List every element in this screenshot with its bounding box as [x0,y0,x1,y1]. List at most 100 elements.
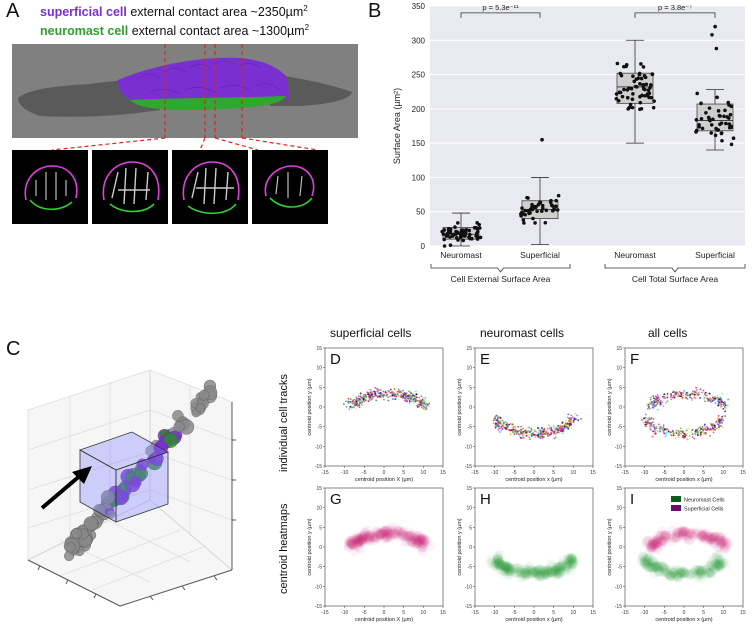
x-tick-label: 15 [740,610,746,616]
density-blob [561,561,572,572]
track-point [707,398,710,401]
density-blob [499,565,510,576]
track-point [696,434,699,437]
density-blob [411,530,422,541]
track-point [397,394,400,397]
density-blob [504,565,515,576]
cell-blob [93,503,106,517]
density-blob [376,528,387,539]
density-blob [678,567,689,578]
density-blob [344,536,355,547]
density-blob [562,562,573,573]
density-blob [701,530,712,541]
track-point [560,425,563,428]
track-point [425,408,428,410]
density-blob [657,562,668,573]
density-blob [653,566,664,577]
density-blob [364,535,375,546]
track-point [519,431,522,433]
density-blob [678,566,689,577]
density-blob [671,570,682,581]
track-point [533,430,536,433]
data-point [541,206,545,211]
density-blob [391,524,402,535]
density-blob [506,566,517,577]
track-point [659,401,662,404]
density-blob [658,535,669,546]
density-blob [492,559,503,570]
density-blob [353,536,364,547]
cell-blob [71,528,82,539]
density-blob [657,535,668,546]
density-blob [650,537,661,548]
density-blob [721,538,732,549]
track-point [498,431,501,433]
track-point [681,434,684,437]
density-blob [685,528,696,539]
density-blob [688,568,699,579]
track-point [424,396,427,399]
density-blob [414,534,425,545]
density-blob [554,568,565,579]
x-tick-label: 10 [571,610,577,616]
panel-letter-f: F [630,351,639,368]
track-point [704,391,707,394]
density-blob [495,557,506,568]
density-blob [504,566,515,577]
density-blob [414,536,425,547]
track-point [685,429,688,432]
track-point [425,405,428,408]
density-blob [705,559,716,570]
data-point [643,93,647,98]
data-point [729,124,733,129]
track-point [396,392,399,395]
density-blob [657,563,668,574]
track-point [359,397,362,399]
density-blob [658,562,669,573]
density-blob [353,537,364,548]
track-point [404,393,407,396]
data-point [628,102,633,107]
track-point [551,429,553,432]
data-point [467,228,472,233]
data-point [475,237,480,241]
density-blob [563,559,574,570]
density-blob [557,560,568,571]
density-blob [719,543,730,554]
density-blob [647,555,658,566]
panel-letter-c: C [6,338,21,360]
track-point [689,396,691,399]
track-point [706,394,708,397]
data-point [549,203,554,208]
y-tick-label: 0 [619,545,622,551]
density-blob [388,527,399,538]
data-point [652,99,656,103]
density-blob [673,571,684,582]
data-point [725,115,730,119]
density-blob [566,559,577,570]
track-point [528,436,531,439]
density-blob [716,537,727,548]
track-point [372,397,374,399]
density-blob [551,561,562,572]
track-point [567,428,570,430]
panel-a-figure [12,44,358,224]
track-point [724,410,727,413]
density-blob [543,565,554,576]
track-point [501,420,504,422]
density-blob [410,539,421,550]
track-point [714,428,717,431]
track-point [349,401,352,403]
data-point [461,228,466,233]
density-blob [702,532,713,543]
superficial-cells-mass [118,57,290,105]
density-blob [651,535,662,546]
track-point [494,421,497,424]
data-point [536,202,541,207]
track-point [661,427,664,430]
density-blob [647,540,658,551]
track-point [694,390,697,393]
y-tick-label: 0 [619,405,622,411]
density-blob [660,531,671,542]
track-point [538,435,540,438]
